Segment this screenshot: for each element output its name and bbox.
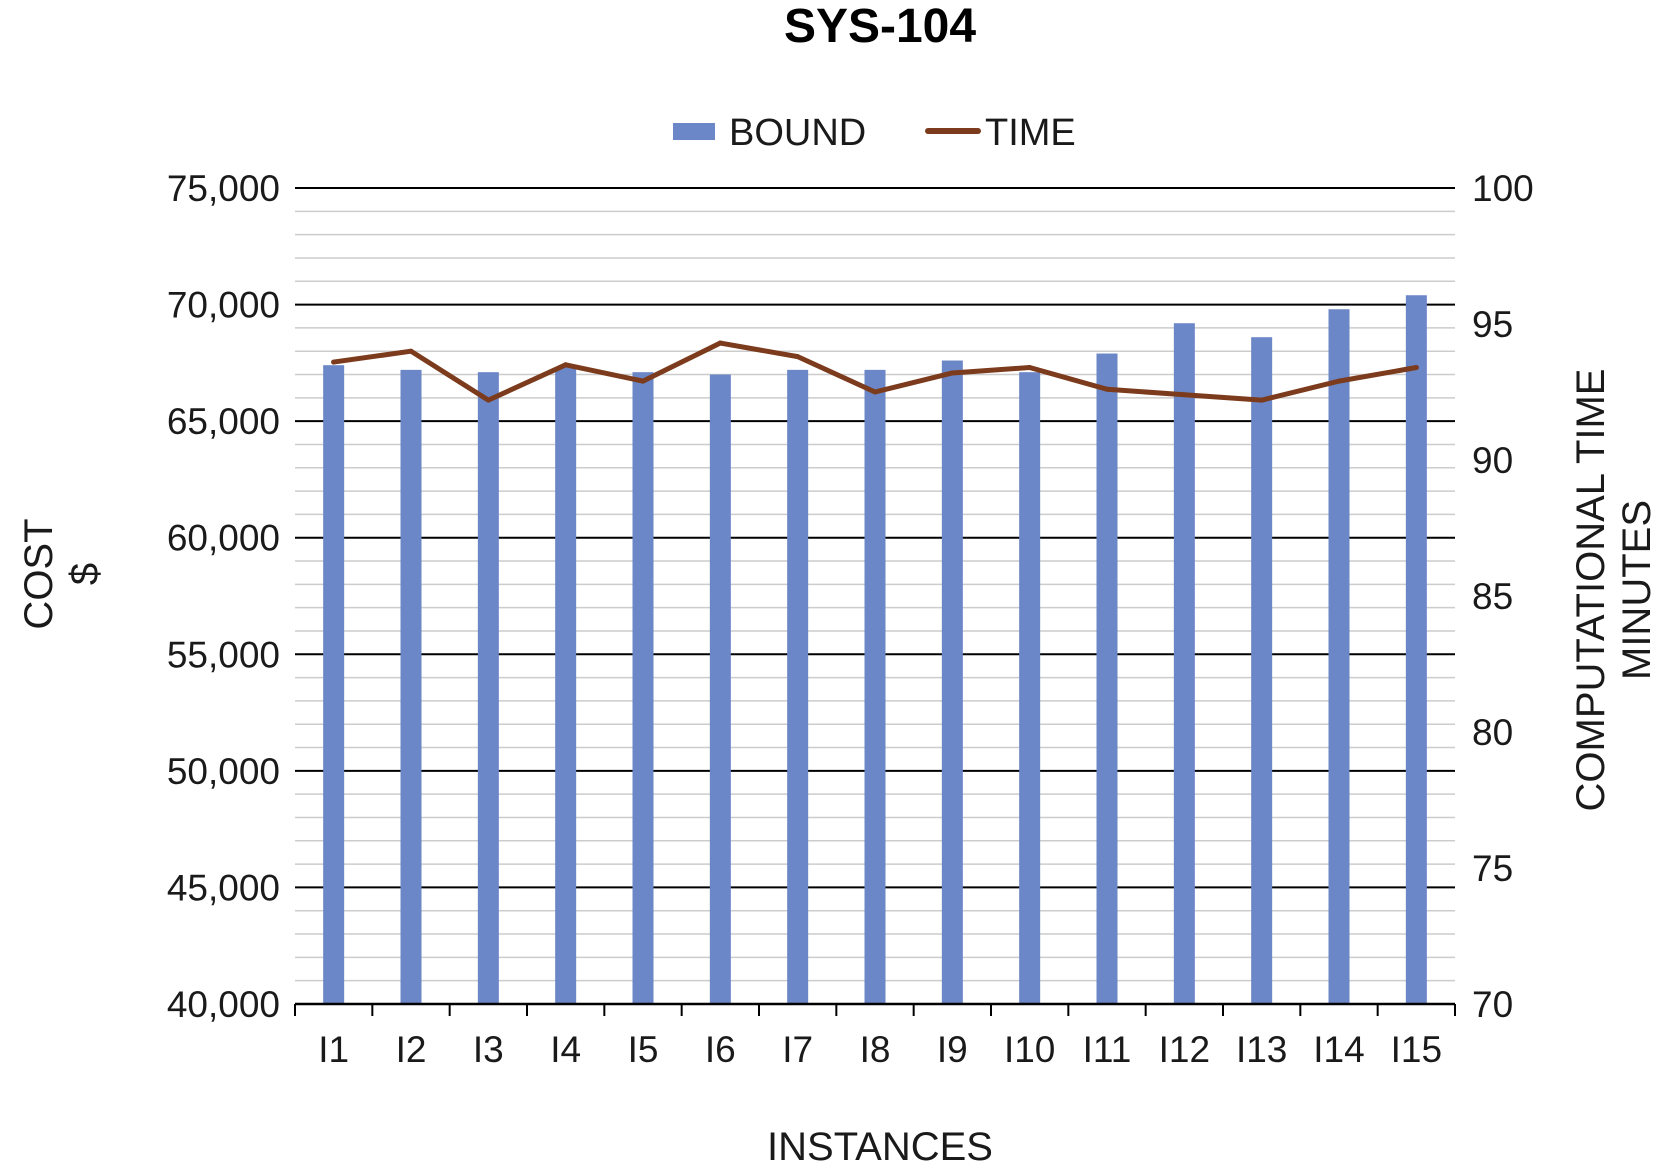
time-point-I11 xyxy=(1104,386,1110,392)
time-point-I2 xyxy=(408,348,414,354)
bar-I9 xyxy=(941,360,963,1004)
bar-I8 xyxy=(864,369,886,1004)
right-tick-label: 95 xyxy=(1472,304,1513,345)
x-tick-label: I7 xyxy=(782,1029,813,1070)
left-tick-label: 75,000 xyxy=(167,168,280,209)
time-point-I12 xyxy=(1181,392,1187,398)
bar-I13 xyxy=(1251,337,1273,1004)
x-tick-label: I12 xyxy=(1159,1029,1210,1070)
x-tick-label: I4 xyxy=(550,1029,581,1070)
left-axis-title: COST $ xyxy=(17,518,107,629)
legend: BOUND TIME xyxy=(673,112,1076,154)
legend-bound-label: BOUND xyxy=(729,112,866,154)
x-tick-label: I6 xyxy=(705,1029,736,1070)
time-point-I15 xyxy=(1413,365,1419,371)
legend-bound-swatch xyxy=(673,123,715,140)
bar-I7 xyxy=(787,369,809,1004)
time-point-I6 xyxy=(717,340,723,346)
time-point-I8 xyxy=(872,389,878,395)
left-tick-label: 40,000 xyxy=(167,984,280,1025)
left-axis-ticks: 40,000 45,000 50,000 55,000 60,000 65,000 70,0… xyxy=(167,168,280,1025)
bar-I1 xyxy=(323,365,345,1004)
bar-I6 xyxy=(709,374,731,1004)
x-tick-label: I5 xyxy=(628,1029,659,1070)
left-tick-label: 65,000 xyxy=(167,401,280,442)
time-point-I3 xyxy=(485,397,491,403)
x-tick-label: I9 xyxy=(937,1029,968,1070)
bar-I2 xyxy=(400,369,422,1004)
right-tick-label: 75 xyxy=(1472,848,1513,889)
left-tick-label: 50,000 xyxy=(167,751,280,792)
right-tick-label: 90 xyxy=(1472,440,1513,481)
time-point-I4 xyxy=(563,362,569,368)
x-tick-label: I2 xyxy=(396,1029,427,1070)
x-tick-label: I15 xyxy=(1391,1029,1442,1070)
bar-I14 xyxy=(1328,309,1350,1005)
right-tick-label: 80 xyxy=(1472,712,1513,753)
right-tick-label: 70 xyxy=(1472,984,1513,1025)
x-tick-label: I14 xyxy=(1313,1029,1364,1070)
right-tick-label: 85 xyxy=(1472,576,1513,617)
left-tick-label: 60,000 xyxy=(167,518,280,559)
right-axis-ticks: 70 75 80 85 90 95 100 xyxy=(1472,168,1534,1025)
time-point-I9 xyxy=(949,370,955,376)
time-line-layer xyxy=(331,340,1419,403)
x-tick-label: I3 xyxy=(473,1029,504,1070)
time-point-I14 xyxy=(1336,378,1342,384)
left-tick-label: 70,000 xyxy=(167,285,280,326)
bar-I10 xyxy=(1019,372,1041,1004)
x-tick-label: I1 xyxy=(318,1029,349,1070)
x-axis-title: INSTANCES xyxy=(767,1125,993,1162)
left-tick-label: 55,000 xyxy=(167,634,280,675)
axes xyxy=(294,1002,1456,1016)
left-axis-title-line1: COST xyxy=(17,518,61,629)
right-axis-title: COMPUTATIONAL TIME MINUTES xyxy=(1569,369,1659,812)
time-point-I10 xyxy=(1027,365,1033,371)
bars xyxy=(323,295,1427,1005)
left-axis-title-line2: $ xyxy=(63,563,107,585)
x-tick-label: I8 xyxy=(860,1029,891,1070)
x-axis-ticks: I1 I2 I3 I4 I5 I6 I7 I8 I9 I10 I11 I12 I13 I14 I15 xyxy=(318,1029,1442,1070)
x-tick-label: I13 xyxy=(1236,1029,1287,1070)
x-tick-label: I11 xyxy=(1083,1029,1132,1070)
time-point-I7 xyxy=(795,354,801,360)
time-point-I5 xyxy=(640,378,646,384)
time-point-I1 xyxy=(331,359,337,365)
right-axis-title-line2: MINUTES xyxy=(1615,500,1659,680)
bar-I15 xyxy=(1405,295,1427,1004)
right-tick-label: 100 xyxy=(1472,168,1534,209)
chart-title: SYS-104 xyxy=(784,0,976,53)
bar-I5 xyxy=(632,372,654,1004)
left-tick-label: 45,000 xyxy=(167,867,280,908)
right-axis-title-line1: COMPUTATIONAL TIME xyxy=(1569,369,1613,812)
time-point-I13 xyxy=(1259,397,1265,403)
bar-I4 xyxy=(555,367,577,1004)
x-tick-label: I10 xyxy=(1004,1029,1055,1070)
bar-I3 xyxy=(477,372,499,1004)
bar-I11 xyxy=(1096,353,1118,1004)
bar-I12 xyxy=(1173,323,1195,1004)
legend-time-label: TIME xyxy=(985,112,1076,154)
